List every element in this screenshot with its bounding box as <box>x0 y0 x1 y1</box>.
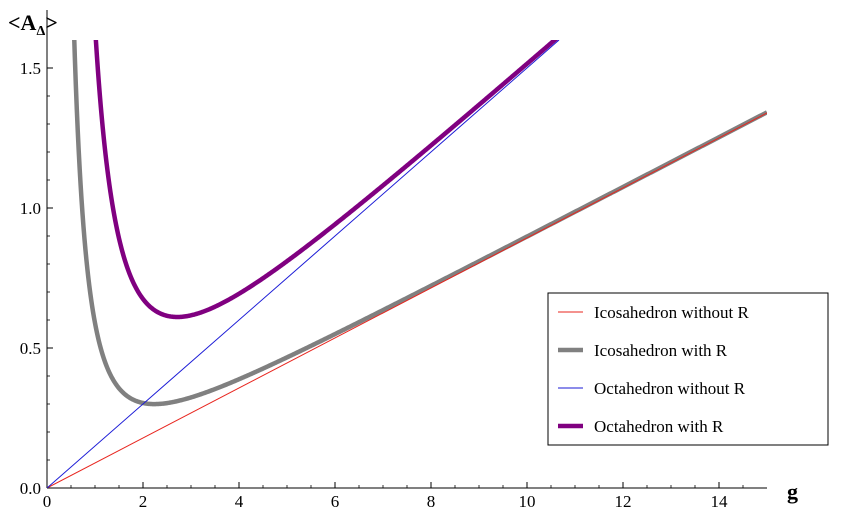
x-tick-label: 10 <box>519 492 536 511</box>
x-tick-label: 8 <box>427 492 436 511</box>
axes: 0 2 4 6 8 10 12 14 0.0 0.5 1.0 1.5 <box>20 10 767 511</box>
legend-label: Octahedron with R <box>594 417 724 436</box>
x-tick-label: 12 <box>615 492 632 511</box>
y-tick-label: 1.5 <box>20 59 41 78</box>
x-tick-label: 0 <box>43 492 52 511</box>
series-octahedron-with-r <box>93 40 559 320</box>
legend: Icosahedron without R Icosahedron with R O… <box>547 292 829 446</box>
series-octahedron-without-r <box>47 40 560 488</box>
series-icosahedron-without-r <box>47 112 767 488</box>
plot-curves <box>47 40 767 488</box>
y-axis-title: <AΔ> <box>8 10 58 39</box>
legend-label: Icosahedron with R <box>594 341 728 360</box>
y-tick-label: 0.5 <box>20 339 41 358</box>
x-tick-label: 2 <box>139 492 148 511</box>
legend-box <box>547 292 829 446</box>
x-tick-label: 4 <box>235 492 244 511</box>
legend-label: Octahedron without R <box>594 379 746 398</box>
x-axis-title: g <box>787 479 798 504</box>
series-icosahedron-with-r <box>72 40 767 407</box>
legend-label: Icosahedron without R <box>594 303 750 322</box>
x-tick-label: 14 <box>711 492 729 511</box>
x-tick-label: 6 <box>331 492 340 511</box>
y-tick-label: 1.0 <box>20 199 41 218</box>
y-tick-label: 0.0 <box>20 479 41 498</box>
